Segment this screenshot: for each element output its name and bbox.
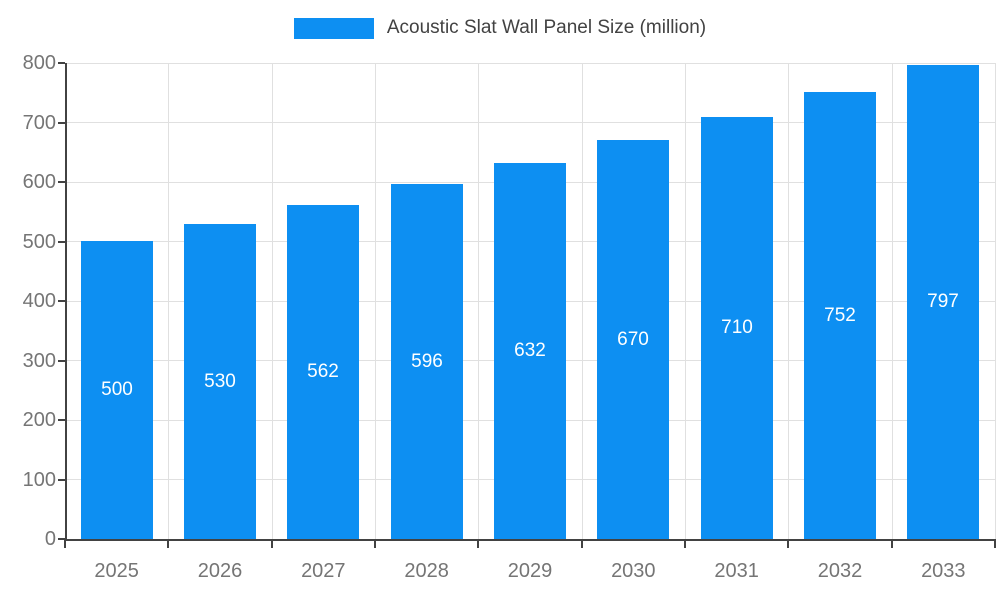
y-axis-label: 600	[22, 171, 56, 193]
x-axis-label: 2031	[714, 560, 759, 582]
bar-value-label: 710	[721, 317, 753, 338]
legend-swatch	[293, 17, 374, 39]
x-axis-tick	[684, 541, 686, 548]
bar: 670	[597, 140, 669, 539]
bar: 530	[184, 224, 256, 539]
x-axis-label: 2030	[611, 560, 656, 582]
y-axis-tick	[58, 300, 65, 302]
x-axis-tick	[891, 541, 893, 548]
x-axis-label: 2029	[507, 560, 553, 582]
h-gridline	[65, 122, 995, 123]
y-axis-label: 700	[22, 111, 56, 134]
y-axis-label: 500	[22, 230, 56, 253]
y-axis-label: 200	[22, 409, 56, 431]
x-axis-tick	[994, 541, 996, 548]
x-axis-tick	[477, 541, 479, 548]
bar: 562	[287, 205, 359, 539]
v-gridline	[787, 63, 789, 539]
x-axis-tick	[64, 541, 66, 548]
v-gridline	[581, 63, 583, 539]
v-gridline	[891, 63, 893, 539]
v-gridline	[684, 63, 686, 539]
y-axis-tick	[58, 419, 65, 421]
x-axis-tick	[374, 541, 376, 548]
v-gridline	[271, 63, 273, 539]
bar: 797	[907, 65, 979, 539]
bar: 752	[804, 92, 876, 539]
x-axis-label: 2026	[197, 560, 243, 582]
y-axis-tick	[58, 240, 65, 243]
y-axis-label: 400	[22, 290, 56, 312]
y-axis-tick	[58, 121, 65, 124]
bar: 710	[701, 117, 773, 539]
x-axis-tick	[581, 541, 583, 548]
bar-value-label: 632	[514, 340, 546, 361]
x-axis-label: 2025	[94, 560, 139, 582]
x-axis-line	[64, 539, 996, 541]
x-axis-label: 2028	[404, 560, 449, 582]
bar: 500	[81, 241, 153, 539]
bar-value-label: 562	[307, 361, 339, 382]
y-axis-label: 800	[22, 52, 56, 74]
bar-value-label: 752	[824, 305, 856, 326]
y-axis-tick	[58, 62, 65, 64]
y-axis-tick	[58, 359, 65, 362]
y-axis-tick	[58, 181, 65, 183]
v-gridline	[167, 63, 169, 539]
bar-value-label: 530	[204, 371, 236, 392]
x-axis-tick	[271, 541, 273, 548]
bar-value-label: 670	[617, 329, 649, 350]
bar-value-label: 797	[927, 291, 959, 312]
v-gridline	[374, 63, 376, 539]
x-axis-label: 2032	[817, 560, 863, 582]
x-axis-tick	[167, 541, 169, 548]
bar: 596	[391, 184, 463, 539]
y-axis-tick	[58, 538, 65, 540]
bar: 632	[494, 163, 566, 539]
x-axis-tick	[787, 541, 789, 548]
y-axis-tick	[58, 478, 65, 481]
y-axis-label: 100	[22, 468, 56, 491]
v-gridline	[994, 63, 996, 539]
h-gridline	[65, 62, 995, 64]
bar-value-label: 596	[411, 351, 443, 372]
y-axis-label: 300	[22, 349, 56, 372]
x-axis-label: 2027	[301, 560, 346, 582]
y-axis-label: 0	[44, 528, 56, 550]
y-axis-line	[65, 63, 67, 541]
bar-value-label: 500	[101, 379, 133, 400]
v-gridline	[477, 63, 479, 539]
legend: Acoustic Slat Wall Panel Size (million)	[0, 17, 1000, 39]
legend-label: Acoustic Slat Wall Panel Size (million)	[386, 17, 707, 38]
plot-area: 500 530 562 596 632 670 710 752 797	[65, 62, 996, 539]
x-axis-label: 2033	[921, 560, 966, 582]
